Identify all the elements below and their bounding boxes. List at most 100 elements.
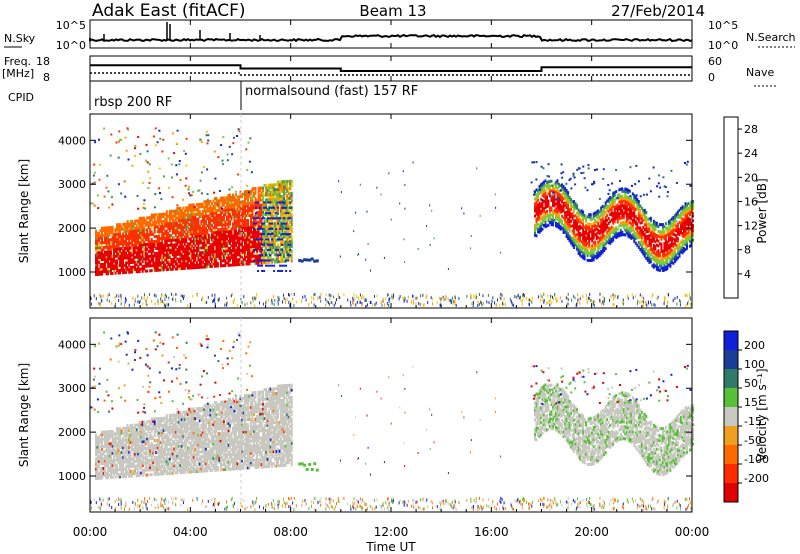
- data-cell: [272, 188, 275, 192]
- data-cell: [195, 249, 198, 253]
- data-cell: [247, 231, 249, 234]
- data-cell: [286, 297, 288, 301]
- data-cell: [289, 206, 292, 209]
- data-cell: [612, 202, 615, 206]
- data-cell: [226, 234, 228, 238]
- data-cell: [660, 242, 663, 246]
- data-cell: [158, 215, 161, 219]
- data-cell: [197, 244, 200, 248]
- data-cell: [198, 261, 201, 264]
- data-cell: [230, 237, 233, 240]
- data-cell: [567, 227, 570, 231]
- data-cell: [603, 234, 606, 238]
- data-cell: [107, 252, 110, 256]
- data-cell: [159, 254, 162, 257]
- data-cell: [247, 191, 250, 194]
- data-cell: [108, 293, 110, 297]
- data-cell: [134, 298, 136, 301]
- data-cell: [105, 233, 108, 237]
- data-cell: [160, 297, 162, 301]
- data-cell: [107, 190, 110, 193]
- data-cell: [660, 266, 663, 270]
- data-cell: [214, 293, 216, 297]
- data-cell: [236, 224, 239, 228]
- data-cell: [200, 258, 203, 262]
- data-cell: [216, 203, 219, 206]
- data-cell: [277, 190, 280, 194]
- data-cell: [275, 227, 278, 230]
- data-cell: [269, 248, 272, 251]
- data-cell: [152, 242, 155, 246]
- data-cell: [256, 252, 259, 256]
- data-cell: [120, 298, 122, 302]
- data-cell: [625, 214, 628, 218]
- data-cell: [613, 230, 616, 233]
- data-cell: [641, 295, 643, 298]
- data-cell: [200, 227, 203, 230]
- data-cell: [289, 211, 292, 215]
- data-cell: [207, 236, 210, 240]
- data-cell: [290, 213, 293, 217]
- data-cell: [198, 205, 201, 209]
- data-cell: [254, 242, 257, 246]
- data-cell: [183, 235, 186, 239]
- data-cell: [553, 192, 556, 196]
- data-cell: [122, 239, 125, 243]
- data-cell: [271, 205, 274, 209]
- data-cell: [222, 264, 225, 268]
- data-cell: [120, 251, 123, 255]
- data-cell: [556, 181, 559, 185]
- data-cell: [245, 233, 248, 237]
- data-cell: [189, 213, 192, 217]
- data-cell: [120, 302, 122, 306]
- data-cell: [277, 192, 280, 196]
- data-cell: [277, 295, 279, 299]
- data-cell: [174, 231, 177, 235]
- data-cell: [643, 216, 646, 220]
- data-cell: [646, 237, 649, 241]
- data-cell: [637, 207, 640, 211]
- data-cell: [634, 195, 637, 199]
- data-cell: [153, 218, 156, 222]
- data-cell: [643, 235, 646, 239]
- data-cell: [442, 295, 444, 299]
- data-cell: [165, 224, 168, 228]
- data-cell: [593, 300, 595, 303]
- data-cell: [168, 186, 170, 189]
- data-cell: [259, 220, 262, 224]
- data-cell: [260, 239, 263, 243]
- data-cell: [144, 228, 147, 232]
- data-cell: [651, 252, 654, 256]
- data-cell: [126, 249, 129, 253]
- data-cell: [277, 238, 280, 241]
- data-cell: [650, 300, 652, 304]
- data-cell: [660, 257, 663, 260]
- data-cell: [212, 247, 215, 251]
- data-cell: [540, 212, 542, 216]
- data-cell: [161, 258, 164, 262]
- data-cell: [556, 198, 559, 202]
- data-cell: [609, 298, 610, 302]
- data-cell: [265, 183, 268, 187]
- data-cell: [654, 303, 656, 307]
- data-cell: [229, 222, 231, 226]
- data-cell: [544, 201, 547, 205]
- data-cell: [250, 189, 252, 193]
- data-cell: [213, 197, 216, 201]
- data-cell: [278, 182, 281, 186]
- data-cell: [232, 193, 234, 197]
- data-cell: [203, 209, 206, 213]
- data-cell: [686, 294, 688, 298]
- data-cell: [244, 240, 246, 244]
- data-cell: [241, 212, 243, 216]
- data-cell: [122, 263, 125, 267]
- data-cell: [98, 163, 101, 166]
- data-cell: [206, 217, 209, 220]
- data-cell: [655, 260, 658, 264]
- data-cell: [186, 254, 189, 258]
- data-cell: [104, 262, 106, 266]
- data-cell: [260, 191, 263, 195]
- data-cell: [104, 267, 106, 271]
- data-cell: [271, 193, 274, 197]
- data-cell: [158, 259, 161, 262]
